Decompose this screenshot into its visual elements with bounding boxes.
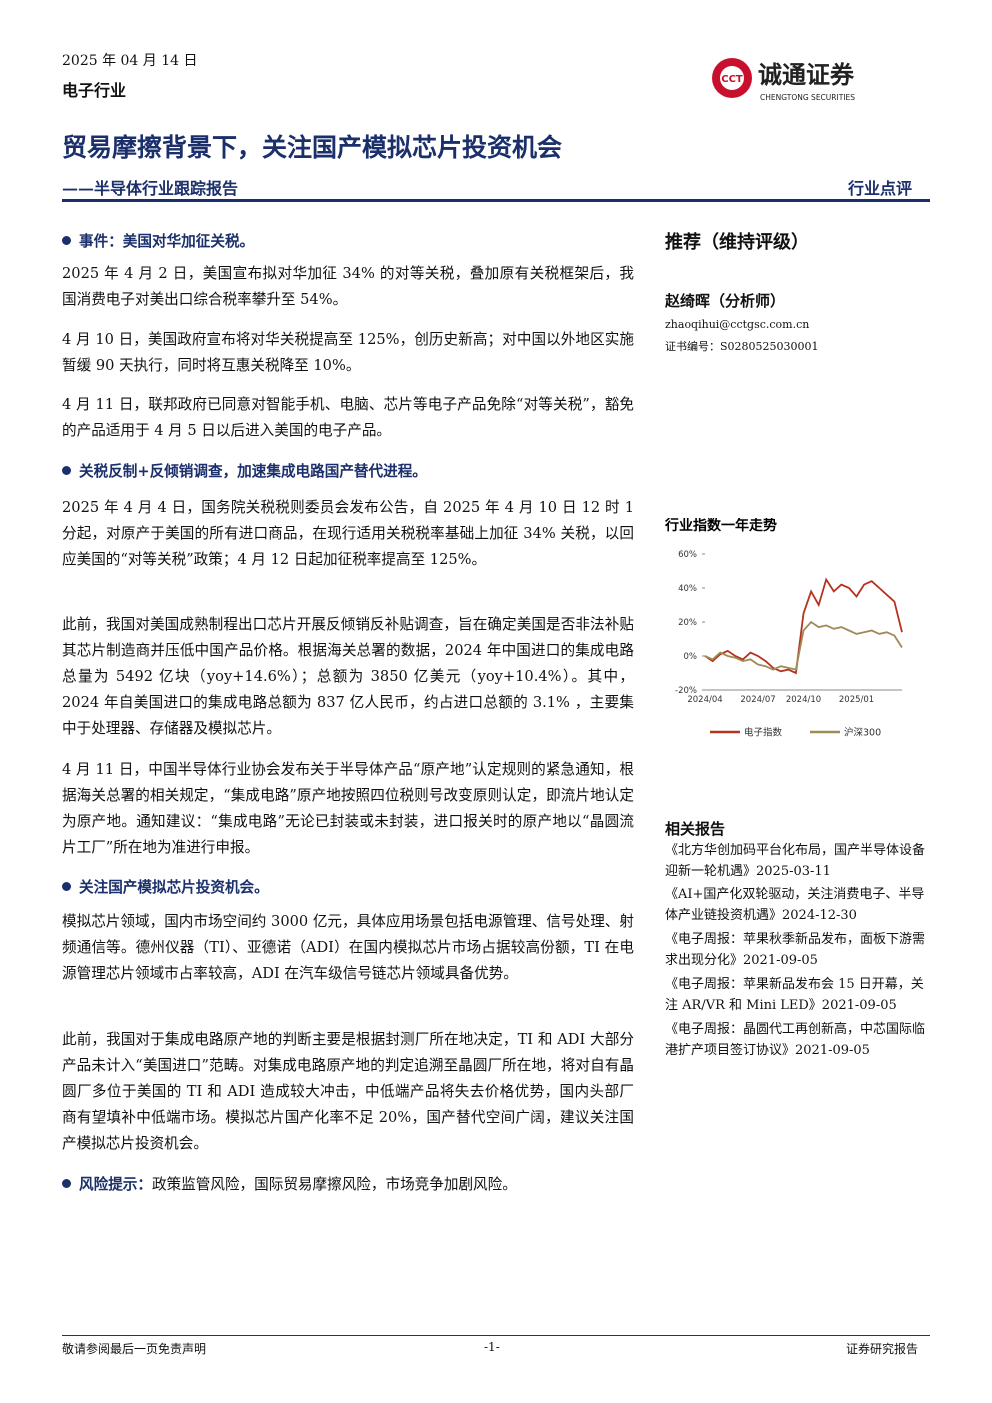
- title: 贸易摩擦背景下，关注国产模拟芯片投资机会: [62, 133, 563, 162]
- x-tick-label: 2024/10: [786, 695, 821, 705]
- analyst: 赵绮晖（分析师）: [665, 292, 786, 310]
- paragraph: 此前，我国对于集成电路原产地的判断主要是根据封测厂所在地决定，TI 和 ADI …: [62, 1031, 634, 1152]
- section-heading: 关注国产模拟芯片投资机会。: [62, 876, 269, 897]
- paragraph: 模拟芯片领域，国内市场空间约 3000 亿元，具体应用场景包括电源管理、信号处理…: [62, 913, 634, 982]
- related-report: 《电子周报：苹果秋季新品发布，面板下游需求出现分化》2021-09-05: [665, 932, 926, 968]
- subtitle: ——半导体行业跟踪报告: [62, 179, 239, 198]
- industry: 电子行业: [62, 81, 127, 100]
- date: 2025 年 04 月 14 日: [62, 53, 198, 69]
- y-tick-label: 20%: [678, 618, 697, 628]
- risk-text: 政策监管风险，国际贸易摩擦风险，市场竞争加剧风险。: [151, 1176, 517, 1193]
- related-report: 《北方华创加码平台化布局，国产半导体设备迎新一轮机遇》2025-03-11: [665, 843, 926, 879]
- x-tick-label: 2024/04: [687, 695, 722, 705]
- logo-en: CHENGTONG SECURITIES: [760, 93, 855, 102]
- series-line: [704, 620, 903, 671]
- footer-left: 敬请参阅最后一页免责声明: [62, 1342, 207, 1356]
- related-title: 相关报告: [665, 820, 726, 838]
- y-tick-label: 0%: [684, 652, 698, 662]
- y-tick-label: 40%: [678, 584, 697, 594]
- section-heading: 关税反制+反倾销调查，加速集成电路国产替代进程。: [62, 460, 427, 481]
- rating: 推荐（维持评级）: [665, 232, 809, 253]
- title-rule: [62, 199, 930, 202]
- email: zhaoqihui@cctgsc.com.cn: [665, 318, 810, 331]
- paragraph: 4 月 10 日，美国政府宣布将对华关税提高至 125%，创历史新高；对中国以外…: [62, 331, 634, 374]
- legend-label: 沪深300: [844, 727, 881, 739]
- paragraph: 4 月 11 日，中国半导体行业协会发布关于半导体产品“原产地”认定规则的紧急通…: [62, 761, 634, 856]
- related-report: 《电子周报：晶圆代工再创新高，中芯国际临港扩产项目签订协议》2021-09-05: [665, 1022, 926, 1058]
- logo-cn: 诚通证券: [758, 60, 855, 89]
- footer-right: 证券研究报告: [846, 1342, 919, 1356]
- footer-center: -1-: [484, 1340, 500, 1354]
- chart: 行业指数一年走势 -20% 0% 20% 40% 60% 2024/04 2024/07 20…: [665, 518, 903, 739]
- paragraph: 4 月 11 日，联邦政府已同意对智能手机、电脑、芯片等电子产品免除“对等关税”…: [62, 396, 634, 439]
- paragraph: 2025 年 4 月 2 日，美国宣布拟对华加征 34% 的对等关税，叠加原有关…: [62, 265, 634, 308]
- paragraph: 此前，我国对美国成熟制程出口芯片开展反倾销反补贴调查，旨在确定美国是否非法补贴其…: [62, 616, 634, 737]
- series-line: [704, 577, 903, 675]
- logo-mark: CCT: [721, 74, 743, 85]
- cert: 证书编号：S0280525030001: [665, 340, 819, 353]
- related-report: 《电子周报：苹果新品发布会 15 日开幕，关注 AR/VR 和 Mini LED…: [665, 977, 924, 1013]
- x-tick-label: 2024/07: [740, 695, 775, 705]
- logo: CCT 诚通证券 CHENGTONG SECURITIES: [712, 58, 855, 102]
- footer-rule: [62, 1335, 930, 1336]
- logo-inner: [720, 66, 744, 90]
- risk: 风险提示：政策监管风险，国际贸易摩擦风险，市场竞争加剧风险。: [62, 1172, 634, 1198]
- related-report: 《AI+国产化双轮驱动，关注消费电子、半导体产业链投资机遇》2024-12-30: [665, 887, 925, 923]
- chart-title: 行业指数一年走势: [665, 518, 777, 534]
- x-tick-label: 2025/01: [839, 695, 874, 705]
- section-heading: 事件：美国对华加征关税。: [62, 230, 254, 251]
- y-tick-label: -20%: [675, 686, 697, 696]
- y-tick-label: 60%: [678, 550, 697, 560]
- paragraph: 2025 年 4 月 4 日，国务院关税税则委员会发布公告，自 2025 年 4…: [62, 499, 634, 568]
- risk-label: 风险提示：: [79, 1176, 152, 1193]
- report-type: 行业点评: [848, 179, 913, 198]
- legend-label: 电子指数: [744, 727, 783, 739]
